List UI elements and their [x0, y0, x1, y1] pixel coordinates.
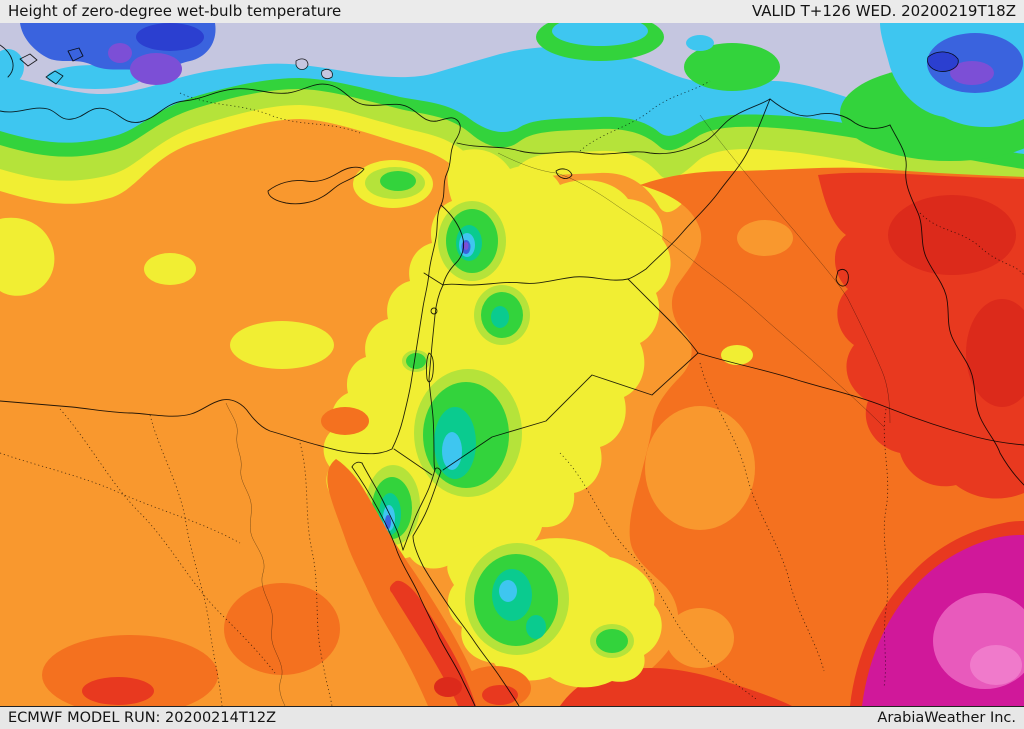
southwest-dark-red-cores [434, 677, 462, 697]
model-run-label: ECMWF MODEL RUN: 20200214T12Z [8, 709, 277, 726]
coastlines [0, 44, 849, 706]
valid-time-label: VALID T+126 WED. 20200219T18Z [751, 2, 1016, 20]
lake-van [927, 51, 959, 72]
attribution-label: ArabiaWeather Inc. [877, 709, 1016, 726]
rivers [225, 114, 891, 706]
map-title: Height of zero-degree wet-bulb temperatu… [8, 2, 342, 20]
purple-cores [463, 242, 469, 250]
header-bar: Height of zero-degree wet-bulb temperatu… [0, 0, 1024, 23]
country-borders [393, 98, 1024, 486]
north-darkblue-cores [136, 23, 204, 51]
anatolian-lakes [295, 58, 333, 79]
east-dark-red-cores [888, 195, 1024, 407]
contour-field-svg [0, 23, 1024, 706]
southeast-light-pink-core [970, 645, 1022, 685]
east-light-orange-pockets [645, 220, 793, 668]
weather-map [0, 23, 1024, 706]
admin-dotted-lines [0, 80, 1024, 706]
north-purple-blobs [108, 43, 994, 85]
footer-bar: ECMWF MODEL RUN: 20200214T12Z ArabiaWeat… [0, 706, 1024, 729]
